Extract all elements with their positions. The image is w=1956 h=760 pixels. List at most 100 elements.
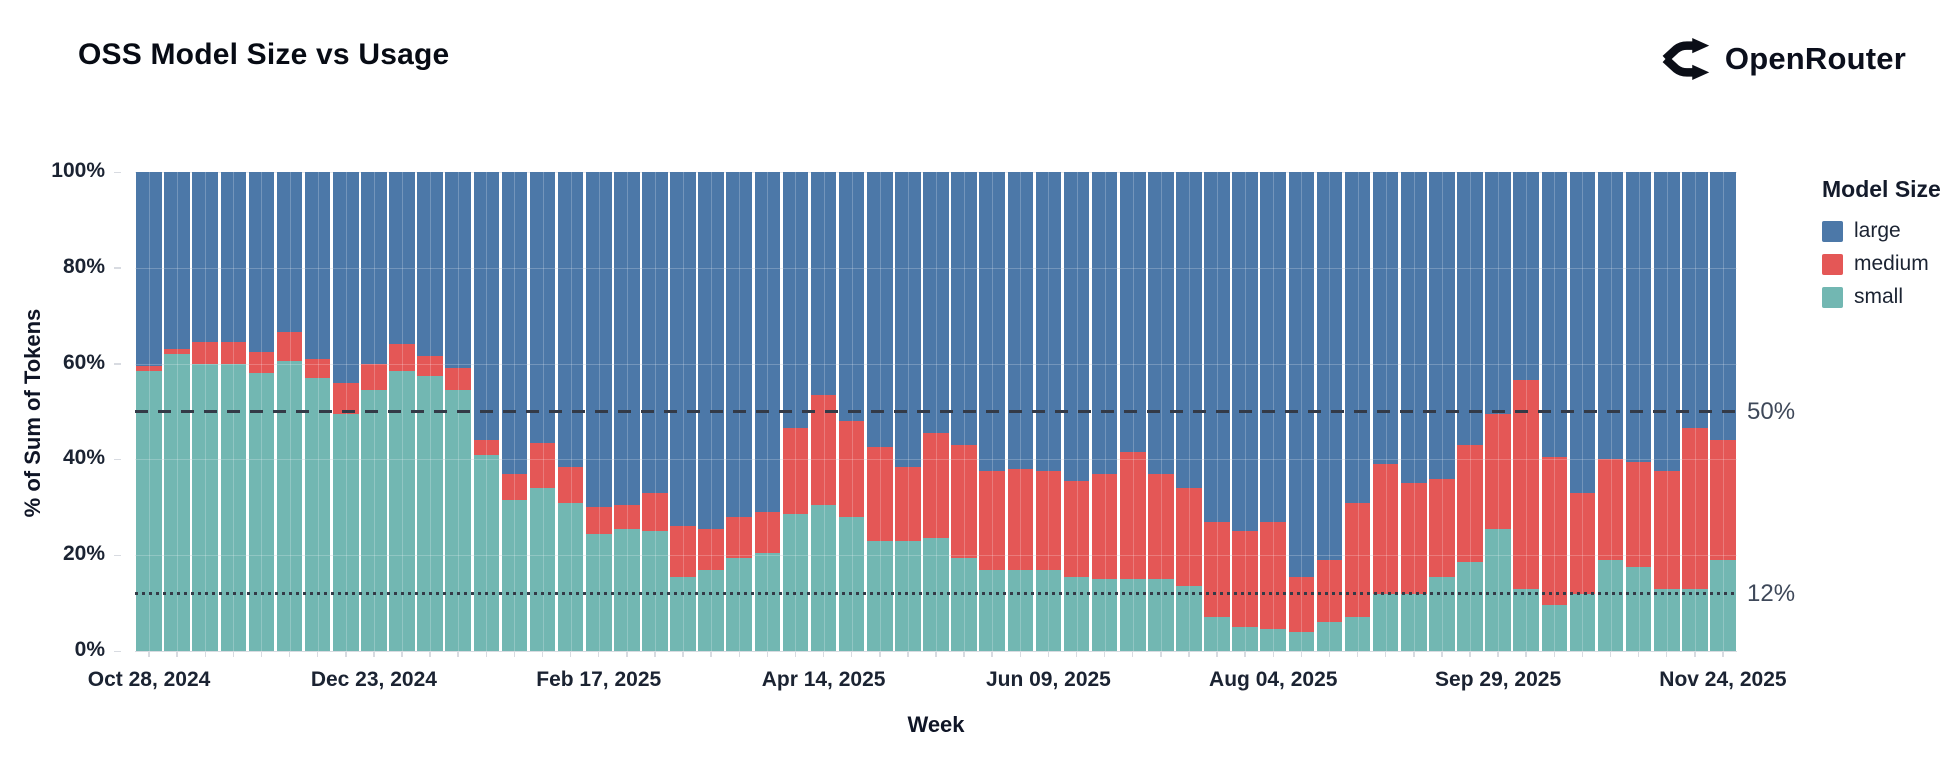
segment-small	[810, 504, 837, 651]
bar-week-14[interactable]	[501, 172, 528, 651]
legend-item-medium[interactable]: medium	[1822, 252, 1941, 276]
bar-week-31[interactable]	[979, 172, 1005, 651]
bar-week-16[interactable]	[557, 172, 584, 651]
bar-week-50[interactable]	[1513, 172, 1539, 651]
bar-week-21[interactable]	[698, 172, 724, 651]
bar-week-52[interactable]	[1569, 172, 1596, 651]
segment-small	[1176, 586, 1202, 651]
bar-week-7[interactable]	[304, 172, 331, 651]
segment-medium	[557, 466, 584, 503]
bar-week-39[interactable]	[1204, 172, 1230, 651]
legend-swatch-small	[1822, 286, 1843, 308]
segment-large	[782, 172, 809, 429]
segment-small	[1288, 631, 1315, 651]
segment-medium	[1260, 521, 1287, 630]
segment-small	[1653, 588, 1680, 651]
bar-week-8[interactable]	[332, 172, 359, 651]
bar-week-12[interactable]	[445, 172, 471, 651]
segment-medium	[1288, 576, 1315, 632]
bar-week-11[interactable]	[417, 172, 443, 651]
bar-week-18[interactable]	[614, 172, 640, 651]
bar-week-25[interactable]	[810, 172, 837, 651]
bar-week-23[interactable]	[754, 172, 781, 651]
bar-week-13[interactable]	[473, 172, 500, 651]
bar-week-44[interactable]	[1344, 172, 1371, 651]
bar-week-40[interactable]	[1232, 172, 1258, 651]
segment-large	[810, 172, 837, 395]
x-tick-mark	[1188, 651, 1190, 657]
gridline-overlay-20	[135, 555, 1737, 557]
segment-small	[445, 389, 471, 651]
bar-week-47[interactable]	[1429, 172, 1455, 651]
segment-small	[726, 557, 753, 651]
bar-week-17[interactable]	[585, 172, 612, 651]
bar-week-46[interactable]	[1400, 172, 1427, 651]
bar-week-20[interactable]	[670, 172, 696, 651]
segment-small	[670, 576, 696, 651]
bar-week-6[interactable]	[276, 172, 303, 651]
bar-week-49[interactable]	[1485, 172, 1511, 651]
x-tick-label-8: Dec 23, 2024	[310, 668, 437, 691]
bar-week-1[interactable]	[136, 172, 162, 651]
segment-large	[923, 172, 949, 434]
bar-week-35[interactable]	[1091, 172, 1118, 651]
x-tick-mark	[1469, 651, 1471, 657]
segment-large	[164, 172, 190, 350]
bar-week-57[interactable]	[1710, 172, 1736, 651]
legend-item-large[interactable]: large	[1822, 219, 1941, 243]
legend-label-large: large	[1854, 219, 1901, 242]
bar-week-10[interactable]	[389, 172, 415, 651]
x-tick-mark	[1525, 651, 1527, 657]
bar-week-45[interactable]	[1372, 172, 1399, 651]
segment-medium	[1682, 428, 1708, 589]
segment-large	[754, 172, 781, 513]
segment-large	[1288, 172, 1315, 577]
segment-large	[670, 172, 696, 527]
bar-week-32[interactable]	[1007, 172, 1034, 651]
bar-week-34[interactable]	[1063, 172, 1090, 651]
bar-week-56[interactable]	[1682, 172, 1708, 651]
bar-week-9[interactable]	[361, 172, 387, 651]
segment-large	[1260, 172, 1287, 522]
segment-small	[1232, 627, 1258, 651]
segment-medium	[136, 365, 162, 371]
segment-large	[1682, 172, 1708, 429]
segment-large	[1316, 172, 1343, 560]
bar-week-15[interactable]	[529, 172, 556, 651]
bar-week-28[interactable]	[895, 172, 921, 651]
segment-small	[1148, 579, 1174, 651]
segment-small	[1625, 567, 1652, 651]
reference-line-50%	[135, 410, 1737, 413]
bar-week-48[interactable]	[1457, 172, 1483, 651]
legend-item-small[interactable]: small	[1822, 285, 1941, 309]
x-tick-mark	[626, 651, 628, 657]
bar-week-19[interactable]	[642, 172, 668, 651]
bar-week-37[interactable]	[1148, 172, 1174, 651]
x-tick-mark	[401, 651, 403, 657]
segment-small	[1091, 579, 1118, 651]
bar-week-26[interactable]	[838, 172, 865, 651]
bar-week-55[interactable]	[1653, 172, 1680, 651]
bar-week-22[interactable]	[726, 172, 753, 651]
bar-week-33[interactable]	[1035, 172, 1062, 651]
x-tick-mark	[935, 651, 937, 657]
bar-week-54[interactable]	[1625, 172, 1652, 651]
y-tick-mark	[114, 458, 121, 461]
y-tick-label-100: 100%	[51, 159, 105, 182]
bar-week-41[interactable]	[1260, 172, 1287, 651]
segment-large	[979, 172, 1005, 472]
bar-week-27[interactable]	[866, 172, 893, 651]
legend-title: Model Size	[1822, 176, 1941, 202]
bar-week-30[interactable]	[951, 172, 977, 651]
gridline-overlay-60	[135, 363, 1737, 365]
bar-week-2[interactable]	[164, 172, 190, 651]
bar-week-5[interactable]	[248, 172, 275, 651]
bar-week-51[interactable]	[1541, 172, 1568, 651]
segment-large	[1541, 172, 1568, 457]
bar-week-38[interactable]	[1176, 172, 1202, 651]
bar-week-42[interactable]	[1288, 172, 1315, 651]
segment-small	[1316, 622, 1343, 651]
bar-week-43[interactable]	[1316, 172, 1343, 651]
bar-week-36[interactable]	[1119, 172, 1146, 651]
bar-week-24[interactable]	[782, 172, 809, 651]
